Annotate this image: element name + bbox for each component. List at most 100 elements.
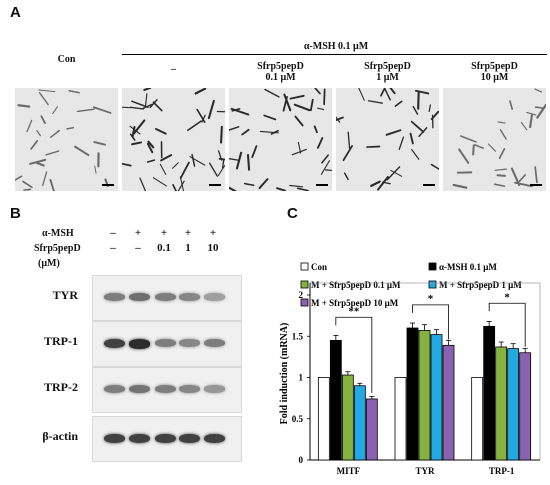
blot-label: TRP-1 (44, 334, 78, 348)
cell (208, 162, 218, 177)
cell (42, 171, 48, 187)
cell (309, 98, 314, 111)
cell (160, 154, 173, 162)
cell (201, 114, 206, 123)
cell (412, 105, 419, 115)
blot-band (104, 293, 125, 302)
cell (536, 103, 546, 119)
y-tick-label: 2 (299, 290, 304, 300)
bar (483, 325, 496, 461)
cell (40, 115, 46, 125)
blot-band (155, 339, 176, 348)
scale-bar (209, 184, 221, 186)
blot-band (179, 339, 200, 347)
y-tick-label: 0.5 (292, 414, 304, 424)
msh-sign: + (184, 227, 192, 239)
cell (38, 92, 49, 106)
legend-swatch (428, 262, 437, 271)
x-tick-label: TRP-1 (489, 466, 515, 476)
cell (526, 111, 537, 116)
cell (496, 174, 507, 177)
cell (131, 141, 143, 146)
cell (152, 177, 167, 187)
msh-sign: + (134, 227, 142, 239)
cell (347, 131, 351, 149)
cell (152, 101, 163, 112)
cell (381, 181, 391, 185)
cell (472, 144, 475, 156)
cell (428, 104, 432, 113)
cell (320, 160, 331, 175)
significance-bracket (335, 316, 373, 393)
cell (217, 150, 223, 161)
cell (217, 164, 225, 177)
cell (122, 162, 132, 167)
cell (142, 103, 153, 110)
cell (229, 157, 240, 161)
col-header-1: – (171, 64, 176, 75)
blot-label: TRP-2 (44, 380, 78, 394)
cell (23, 188, 32, 191)
x-tick-label: TYR (415, 466, 435, 476)
msh-row-label: α-MSH (42, 228, 74, 239)
blot-band (104, 339, 125, 349)
cell (411, 149, 420, 160)
significance-label: ** (348, 305, 360, 317)
blot-band (129, 339, 150, 349)
blot-band (155, 385, 176, 394)
legend-label: M + Sfrp5pepD 1 μM (439, 280, 522, 290)
bar (329, 339, 342, 461)
cell (323, 88, 326, 106)
cell (246, 154, 251, 171)
cell (409, 132, 414, 145)
legend-label: α-MSH 0.1 μM (439, 262, 497, 272)
blot-band (204, 339, 225, 348)
scale-bar (530, 184, 542, 186)
pep-value: 1 (185, 242, 191, 254)
blot-label: β-actin (42, 429, 78, 443)
cell (93, 141, 107, 146)
panel-c-label: C (287, 205, 298, 222)
cell (29, 158, 47, 165)
cell (459, 135, 477, 143)
cell (196, 108, 206, 123)
cell (94, 165, 97, 174)
cell (343, 172, 349, 181)
cell (49, 178, 55, 191)
cell (430, 163, 439, 171)
micrograph-pep-1 (336, 88, 439, 191)
cell (35, 161, 45, 167)
cell (534, 166, 538, 184)
cell (398, 136, 405, 150)
cell (336, 116, 344, 122)
cell (22, 180, 33, 189)
legend-label: M + Sfrp5pepD 0.1 μM (311, 280, 401, 290)
blot-band (179, 434, 200, 444)
cell (92, 106, 112, 114)
cell (316, 137, 324, 149)
cell (509, 100, 514, 110)
cell (15, 175, 23, 181)
cell (230, 107, 250, 116)
col-header-2: Sfrp5pepD 0.1 μM (257, 61, 304, 83)
legend-swatch (300, 280, 309, 289)
cell (243, 182, 255, 187)
bar (495, 346, 508, 461)
blot-β-actin (92, 416, 242, 462)
bar (519, 352, 532, 461)
cell (313, 125, 318, 134)
cell (389, 88, 396, 95)
cell (367, 100, 384, 104)
bar (353, 385, 366, 461)
blot-band (204, 434, 225, 444)
cell (68, 90, 80, 94)
x-tick-label: MITF (337, 466, 361, 476)
cell (534, 106, 544, 109)
cell (220, 125, 223, 144)
cell (498, 148, 506, 160)
cell (147, 140, 155, 149)
cell (289, 94, 305, 100)
cell (172, 184, 177, 191)
cell (131, 126, 136, 138)
legend-swatch (300, 298, 309, 307)
